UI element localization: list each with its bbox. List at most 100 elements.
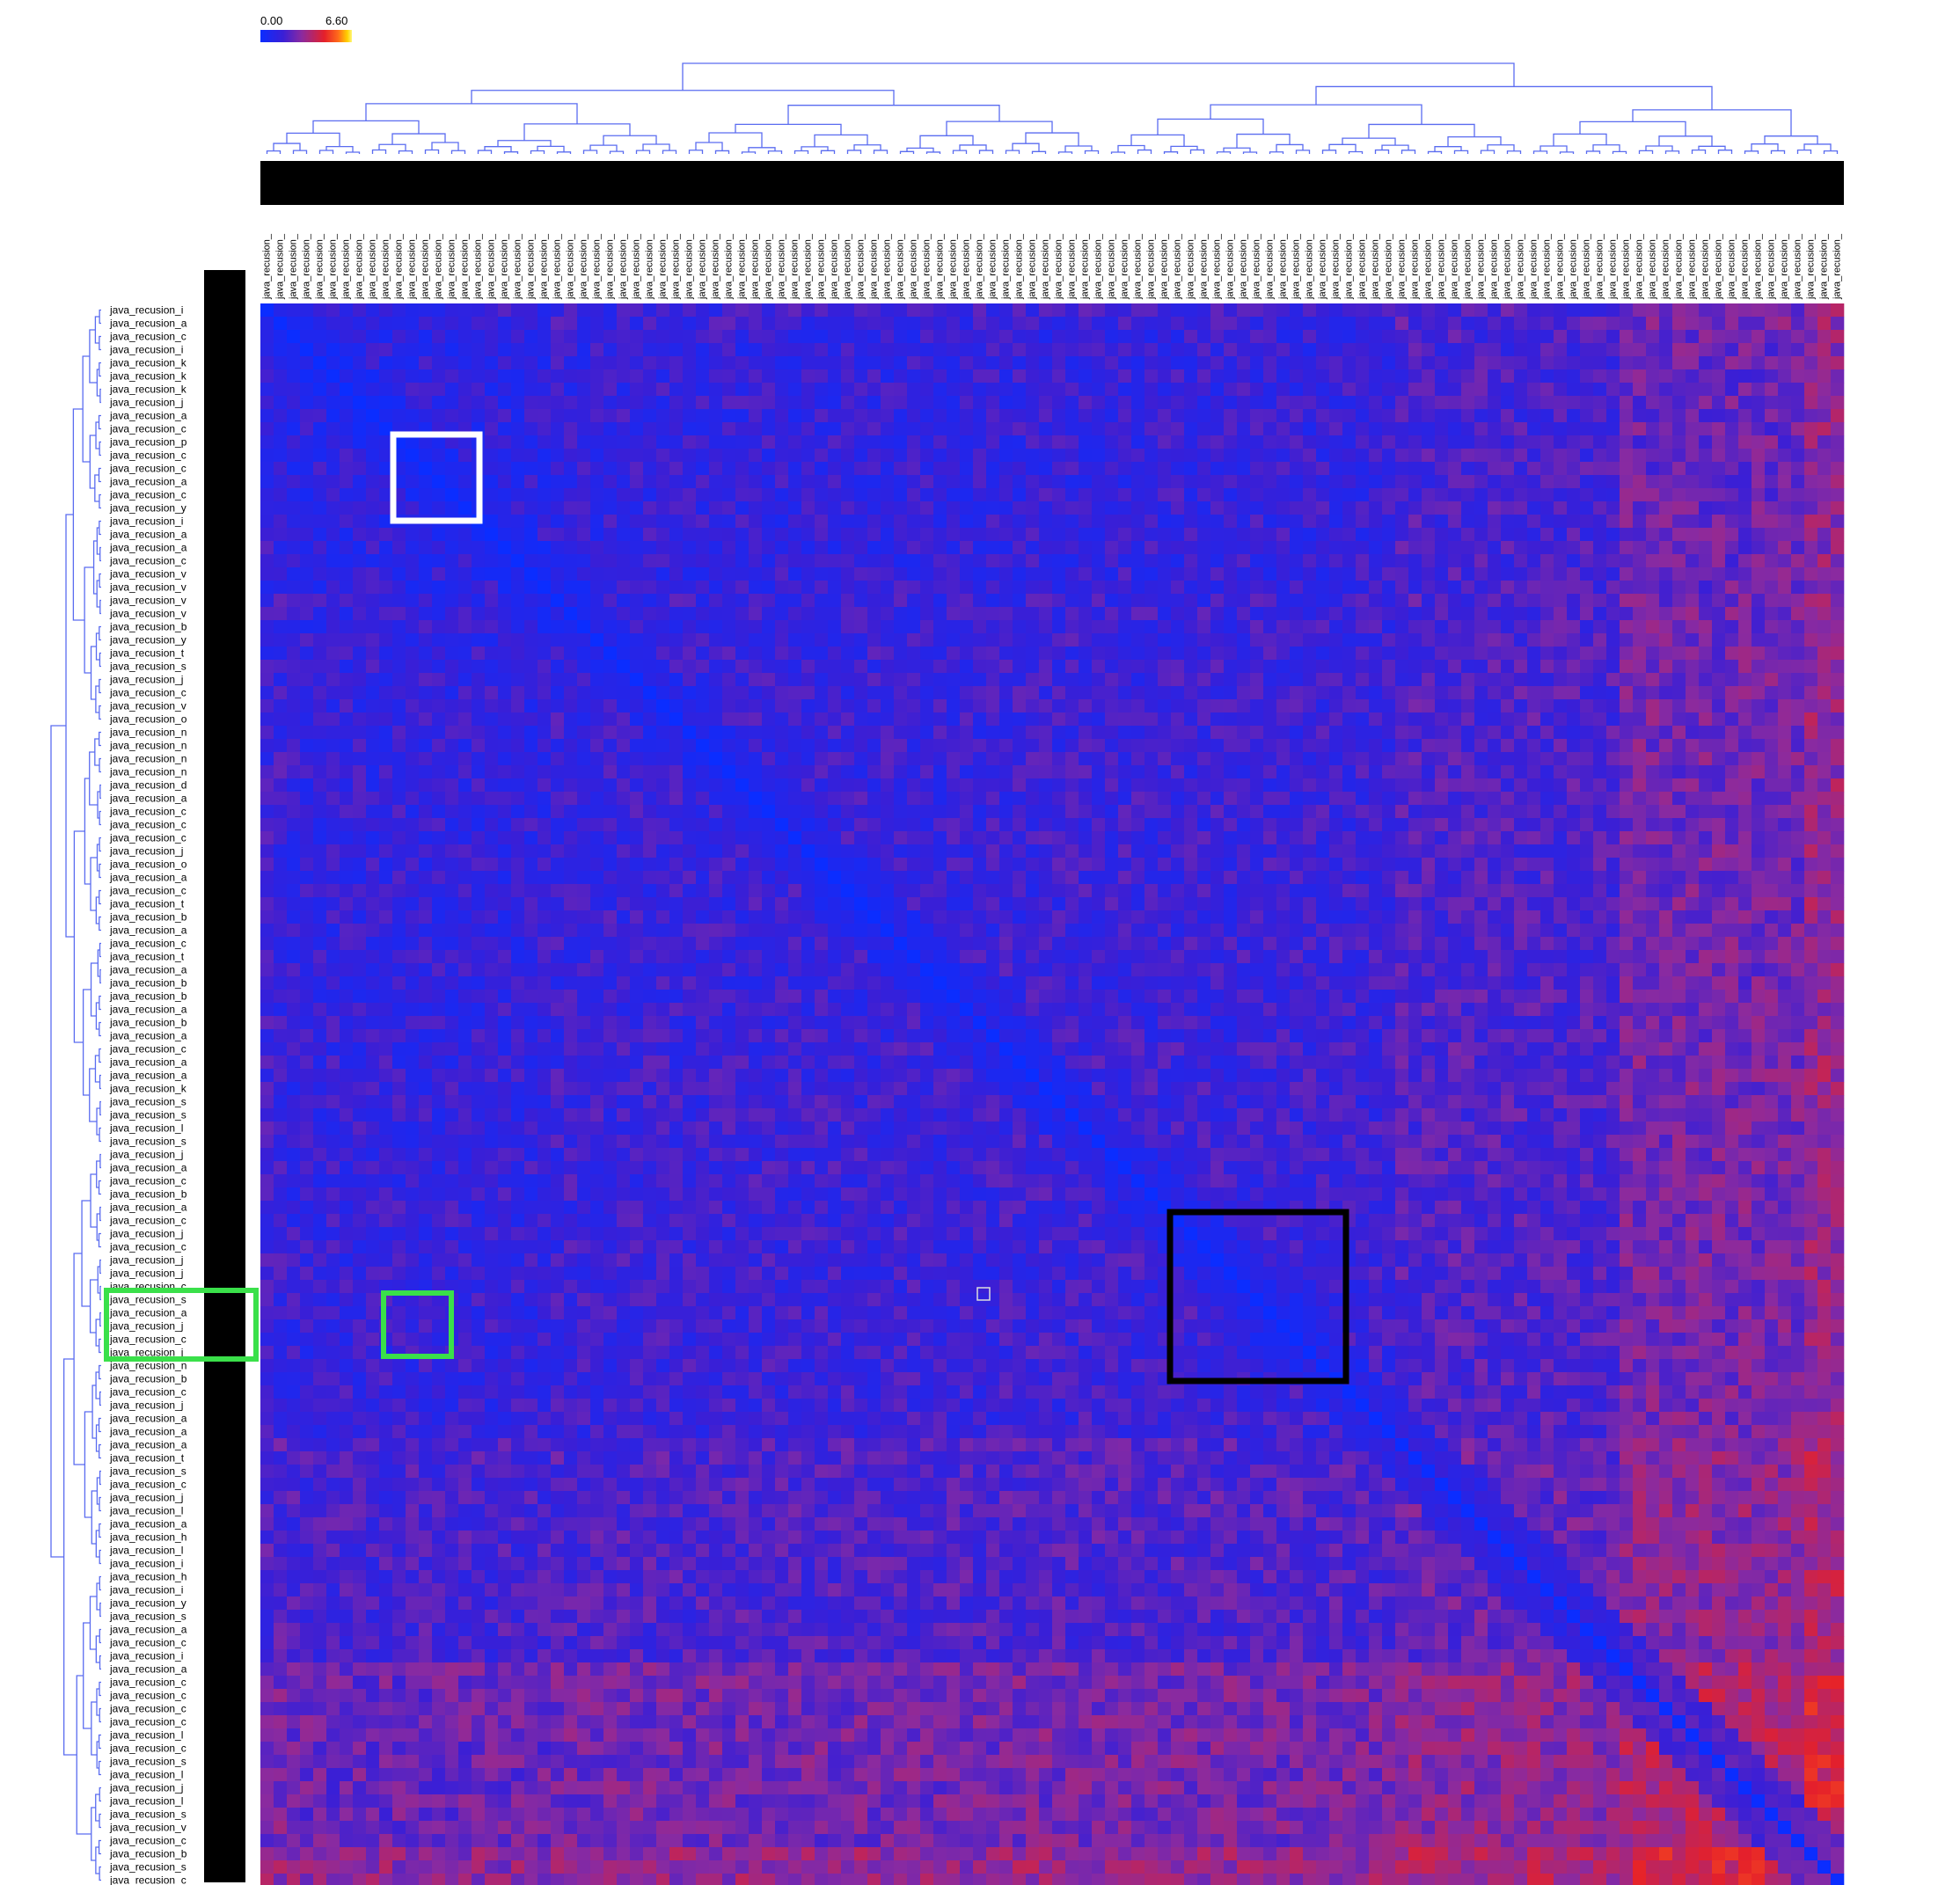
- heatmap-cell: [1738, 422, 1752, 436]
- heatmap-cell: [933, 317, 947, 331]
- heatmap-cell: [1197, 462, 1211, 476]
- heatmap-cell: [1316, 303, 1330, 318]
- heatmap-cell: [1210, 317, 1225, 331]
- heatmap-cell: [1039, 409, 1053, 423]
- heatmap-cell: [313, 726, 327, 740]
- heatmap-cell: [669, 475, 684, 489]
- heatmap-cell: [1501, 739, 1515, 753]
- heatmap-cell: [1329, 330, 1343, 344]
- heatmap-cell: [815, 330, 829, 344]
- heatmap-cell: [472, 712, 486, 727]
- heatmap-cell: [722, 792, 736, 806]
- heatmap-cell: [1765, 343, 1779, 357]
- heatmap-cell: [1659, 396, 1673, 410]
- heatmap-cell: [762, 699, 776, 713]
- heatmap-cell: [1197, 633, 1211, 647]
- heatmap-cell: [538, 356, 552, 370]
- heatmap-cell: [1026, 673, 1040, 687]
- heatmap-cell: [1224, 647, 1238, 661]
- heatmap-cell: [326, 515, 340, 529]
- heatmap-cell: [1250, 660, 1264, 674]
- heatmap-cell: [1237, 699, 1251, 713]
- heatmap-cell: [432, 660, 446, 674]
- heatmap-cell: [1395, 647, 1409, 661]
- heatmap-cell: [1250, 475, 1264, 489]
- heatmap-cell: [564, 792, 578, 806]
- heatmap-cell: [340, 660, 354, 674]
- heatmap-cell: [432, 435, 446, 449]
- heatmap-cell: [1329, 699, 1343, 713]
- heatmap-cell: [1342, 607, 1357, 621]
- heatmap-cell: [643, 369, 657, 384]
- heatmap-cell: [986, 475, 1000, 489]
- heatmap-cell: [1791, 765, 1805, 779]
- heatmap-cell: [1527, 831, 1541, 845]
- heatmap-cell: [854, 488, 868, 502]
- heatmap-cell: [419, 581, 433, 595]
- heatmap-cell: [1382, 647, 1396, 661]
- heatmap-cell: [551, 739, 565, 753]
- heatmap-cell: [1474, 515, 1488, 529]
- heatmap-cell: [1765, 462, 1779, 476]
- heatmap-cell: [1659, 541, 1673, 555]
- heatmap-cell: [1831, 752, 1845, 766]
- heatmap-cell: [1276, 488, 1291, 502]
- heatmap-cell: [709, 673, 723, 687]
- heatmap-cell: [1831, 607, 1845, 621]
- heatmap-cell: [472, 620, 486, 634]
- heatmap-cell: [1606, 567, 1620, 581]
- heatmap-cell: [1501, 396, 1515, 410]
- heatmap-cell: [643, 765, 657, 779]
- heatmap-cell: [696, 356, 710, 370]
- heatmap-cell: [392, 528, 406, 542]
- heatmap-cell: [617, 765, 631, 779]
- heatmap-cell: [392, 818, 406, 832]
- heatmap-cell: [1290, 765, 1304, 779]
- heatmap-cell: [1738, 752, 1752, 766]
- heatmap-cell: [1197, 396, 1211, 410]
- heatmap-cell: [788, 475, 802, 489]
- heatmap-cell: [379, 356, 393, 370]
- heatmap-cell: [564, 462, 578, 476]
- heatmap-cell: [1699, 567, 1713, 581]
- heatmap-cell: [617, 383, 631, 397]
- heatmap-cell: [1620, 633, 1634, 647]
- heatmap-cell: [419, 607, 433, 621]
- heatmap-cell: [1065, 462, 1079, 476]
- heatmap-cell: [406, 699, 420, 713]
- heatmap-cell: [933, 396, 947, 410]
- heatmap-cell: [366, 792, 380, 806]
- heatmap-cell: [1725, 515, 1739, 529]
- heatmap-cell: [960, 792, 974, 806]
- heatmap-cell: [920, 409, 934, 423]
- heatmap-cell: [986, 435, 1000, 449]
- heatmap-cell: [1646, 620, 1660, 634]
- heatmap-cell: [801, 488, 815, 502]
- heatmap-cell: [577, 541, 591, 555]
- heatmap-cell: [1131, 330, 1145, 344]
- heatmap-cell: [524, 712, 538, 727]
- heatmap-cell: [1369, 594, 1383, 608]
- heatmap-cell: [406, 317, 420, 331]
- heatmap-cell: [683, 488, 697, 502]
- heatmap-cell: [1527, 501, 1541, 515]
- heatmap-cell: [1765, 409, 1779, 423]
- heatmap-cell: [1738, 528, 1752, 542]
- heatmap-cell: [1276, 778, 1291, 793]
- heatmap-cell: [894, 752, 908, 766]
- heatmap-cell: [1013, 369, 1027, 384]
- heatmap-cell: [1065, 343, 1079, 357]
- heatmap-cell: [472, 369, 486, 384]
- heatmap-cell: [907, 475, 921, 489]
- heatmap-cell: [511, 303, 525, 318]
- heatmap-cell: [1659, 303, 1673, 318]
- heatmap-cell: [1738, 739, 1752, 753]
- heatmap-cell: [1554, 343, 1568, 357]
- heatmap-cell: [1408, 515, 1422, 529]
- heatmap-cell: [656, 844, 670, 858]
- heatmap-cell: [1052, 699, 1066, 713]
- heatmap-cell: [735, 818, 750, 832]
- heatmap-cell: [1422, 356, 1436, 370]
- heatmap-cell: [313, 515, 327, 529]
- heatmap-cell: [472, 383, 486, 397]
